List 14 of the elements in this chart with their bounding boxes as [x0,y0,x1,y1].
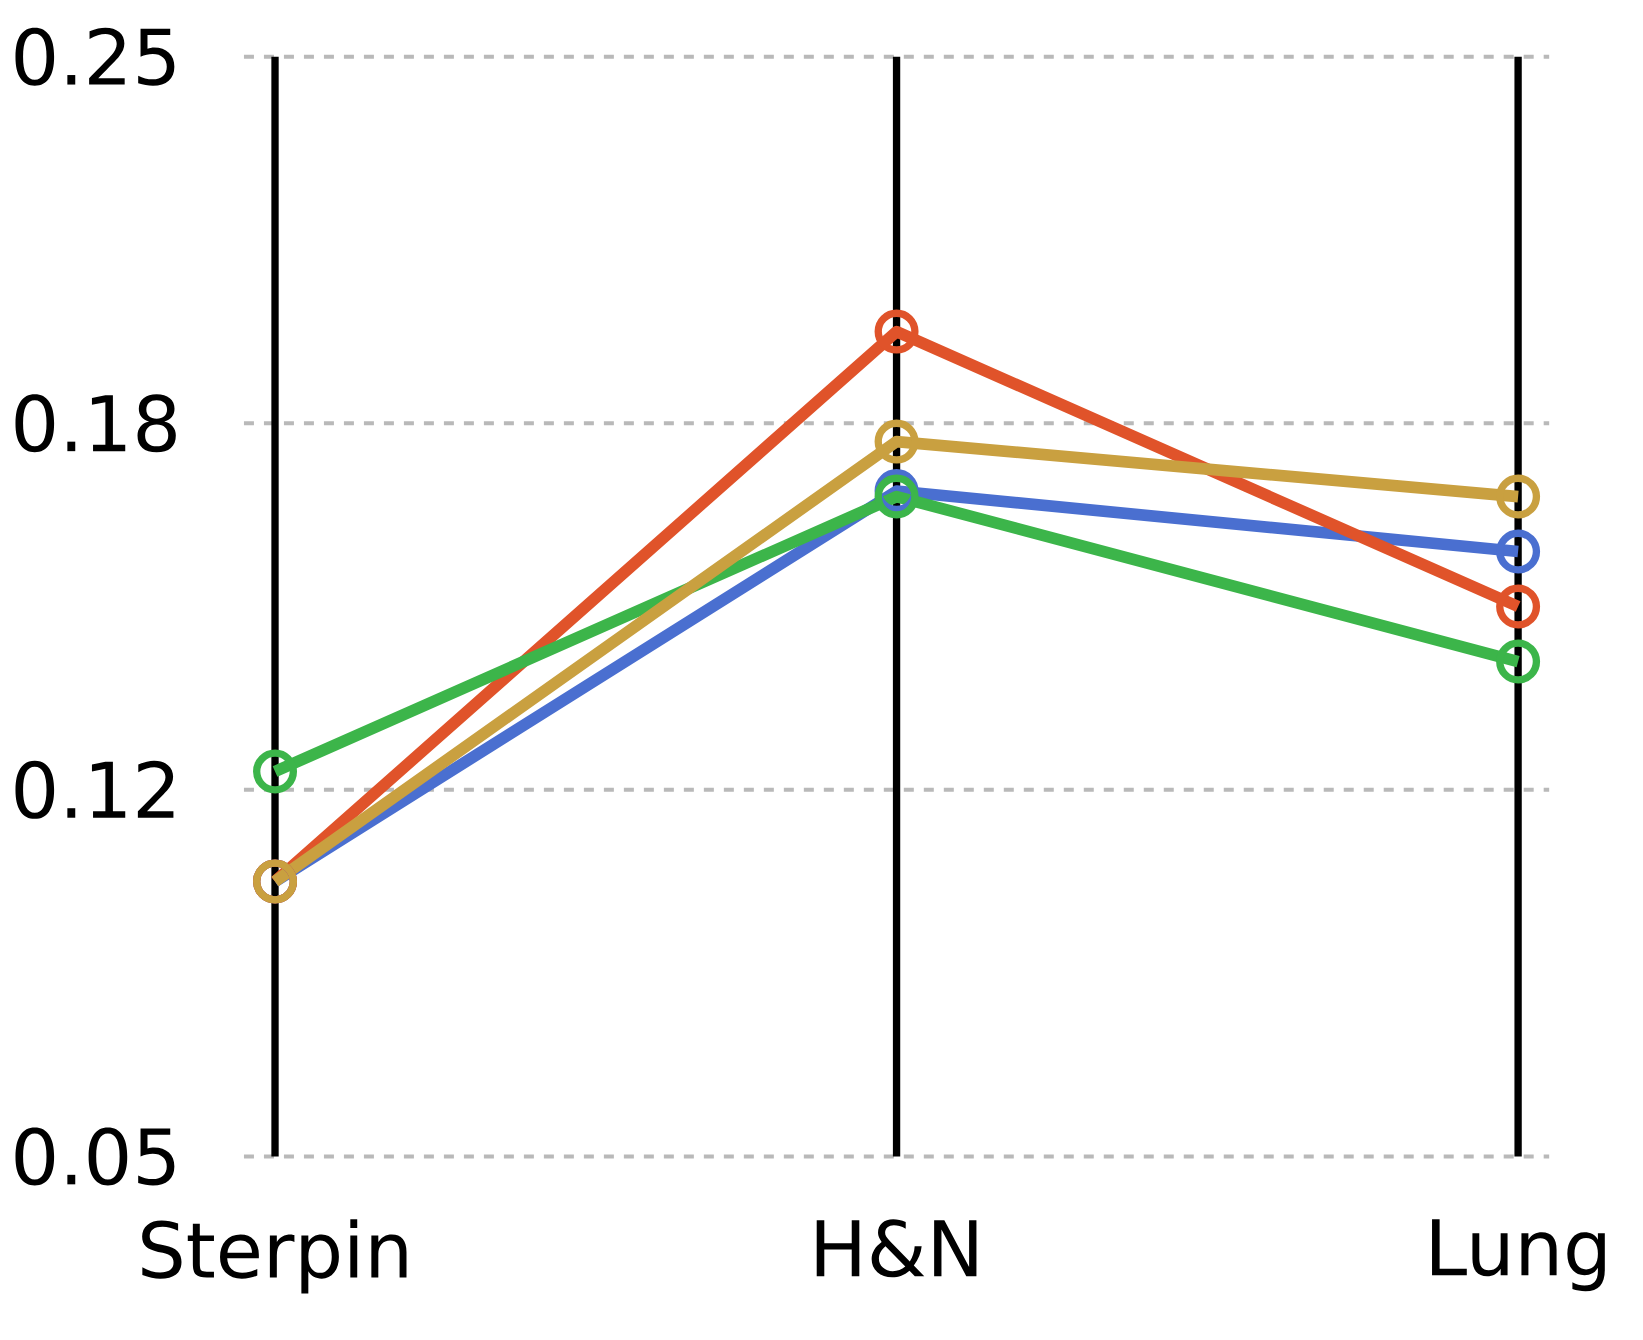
y-tick-label: 0.05 [15,1127,175,1186]
y-tick-label: 0.18 [15,394,176,453]
x-tick-label: H&N [816,1219,977,1278]
y-tick-label: 0.12 [15,760,174,819]
point [253,749,298,794]
point [874,419,919,464]
x-tick-label: Lung [1432,1219,1605,1292]
point [1496,474,1541,519]
point [1496,639,1541,684]
point [1496,529,1541,574]
x-tick-label: Sterpin [142,1219,407,1294]
y-tick-label: 0.25 [15,27,175,86]
point [1496,584,1541,629]
point [874,309,919,354]
